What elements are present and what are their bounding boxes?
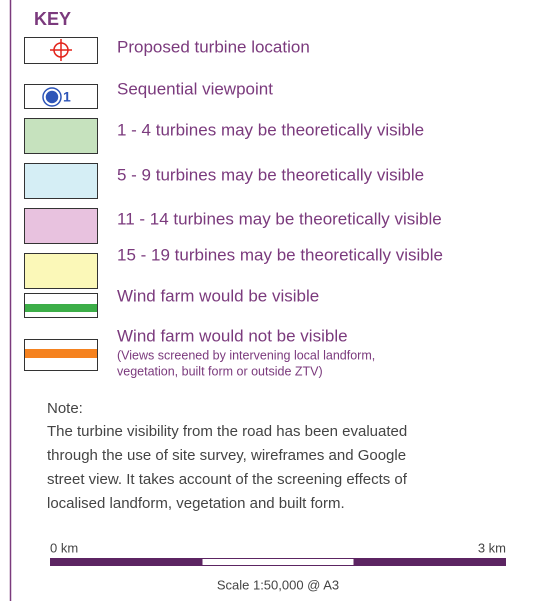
key-label: 1 - 4 turbines may be theoretically visi… (117, 120, 424, 139)
key-label: Wind farm would not be visible (117, 326, 348, 345)
key-label: 5 - 9 turbines may be theoretically visi… (117, 165, 424, 184)
scale-end: 3 km (478, 540, 506, 555)
viewpoint-symbol (24, 84, 98, 109)
key-subline: (Views screened by intervening local lan… (117, 348, 375, 362)
viewpoint-number: 1 (63, 89, 71, 105)
swatch-green (24, 118, 98, 154)
key-label: Wind farm would be visible (117, 286, 319, 305)
note-line: The turbine visibility from the road has… (47, 423, 407, 440)
scale-caption: Scale 1:50,000 @ A3 (217, 577, 339, 592)
not-visible-line-symbol (24, 339, 98, 371)
turbine-symbol (24, 37, 98, 64)
key-label: 11 - 14 turbines may be theoretically vi… (117, 209, 442, 228)
swatch-yellow (24, 253, 98, 289)
key-subline: vegetation, built form or outside ZTV) (117, 364, 323, 378)
note-line: street view. It takes account of the scr… (47, 471, 408, 488)
scale-bar (50, 558, 506, 566)
scale-start: 0 km (50, 540, 78, 555)
key-title: KEY (34, 9, 71, 29)
swatch-blue (24, 163, 98, 199)
note-heading: Note: (47, 400, 83, 417)
key-label: Proposed turbine location (117, 37, 310, 56)
visible-line-symbol (24, 293, 98, 318)
key-label: 15 - 19 turbines may be theoretically vi… (117, 245, 443, 264)
swatch-pink (24, 208, 98, 244)
note-line: localised landform, vegetation and built… (47, 495, 345, 512)
key-label: Sequential viewpoint (117, 79, 273, 98)
note-line: through the use of site survey, wirefram… (47, 447, 406, 464)
